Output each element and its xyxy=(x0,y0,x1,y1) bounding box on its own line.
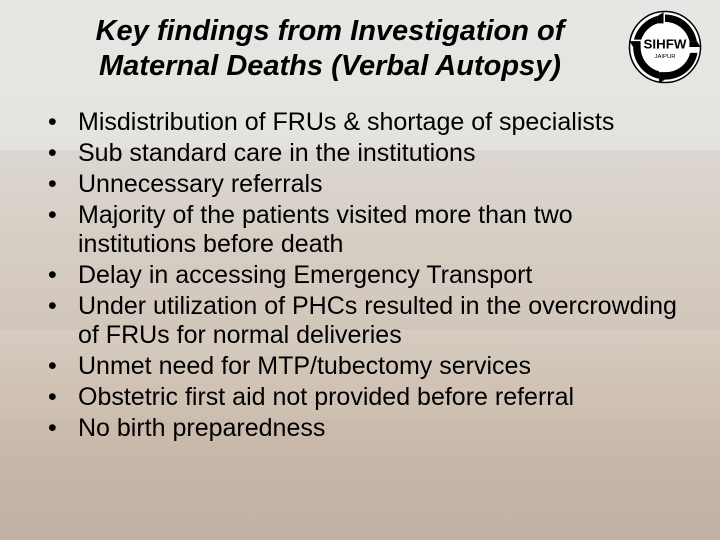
logo-icon: SIHFW JAIPUR xyxy=(628,10,702,84)
bullet-text: Sub standard care in the institutions xyxy=(78,139,475,167)
list-item: • Majority of the patients visited more t… xyxy=(46,201,686,259)
bullet-icon: • xyxy=(48,201,57,230)
content-area: • Misdistribution of FRUs & shortage of s… xyxy=(46,108,686,445)
bullet-icon: • xyxy=(48,170,57,199)
bullet-text: Unmet need for MTP/tubectomy services xyxy=(78,352,531,380)
bullet-text: Misdistribution of FRUs & shortage of sp… xyxy=(78,108,614,136)
bullet-icon: • xyxy=(48,108,57,137)
bullet-icon: • xyxy=(48,383,57,412)
bullet-text: Delay in accessing Emergency Transport xyxy=(78,261,532,289)
bullet-icon: • xyxy=(48,261,57,290)
bullet-icon: • xyxy=(48,292,57,321)
logo-subtext: JAIPUR xyxy=(654,54,675,60)
bullet-text: Under utilization of PHCs resulted in th… xyxy=(78,292,677,349)
bullet-text: No birth preparedness xyxy=(78,414,325,442)
list-item: • No birth preparedness xyxy=(46,414,686,443)
slide-title: Key findings from Investigation of Mater… xyxy=(40,14,620,84)
list-item: • Unmet need for MTP/tubectomy services xyxy=(46,352,686,381)
slide: Key findings from Investigation of Mater… xyxy=(0,0,720,540)
title-line-1: Key findings from Investigation of xyxy=(96,15,565,47)
list-item: • Under utilization of PHCs resulted in t… xyxy=(46,292,686,350)
bullet-icon: • xyxy=(48,352,57,381)
logo-text: SIHFW xyxy=(644,36,687,51)
sihfw-logo: SIHFW JAIPUR xyxy=(628,10,702,84)
list-item: • Obstetric first aid not provided before… xyxy=(46,383,686,412)
bullet-icon: • xyxy=(48,414,57,443)
list-item: • Misdistribution of FRUs & shortage of s… xyxy=(46,108,686,137)
bullet-text: Majority of the patients visited more th… xyxy=(78,201,573,258)
bullet-list: • Misdistribution of FRUs & shortage of s… xyxy=(46,108,686,443)
title-line-2: Maternal Deaths (Verbal Autopsy) xyxy=(99,50,561,82)
list-item: • Unnecessary referrals xyxy=(46,170,686,199)
bullet-text: Obstetric first aid not provided before … xyxy=(78,383,574,411)
list-item: • Sub standard care in the institutions xyxy=(46,139,686,168)
bullet-text: Unnecessary referrals xyxy=(78,170,323,198)
bullet-icon: • xyxy=(48,139,57,168)
list-item: • Delay in accessing Emergency Transport xyxy=(46,261,686,290)
